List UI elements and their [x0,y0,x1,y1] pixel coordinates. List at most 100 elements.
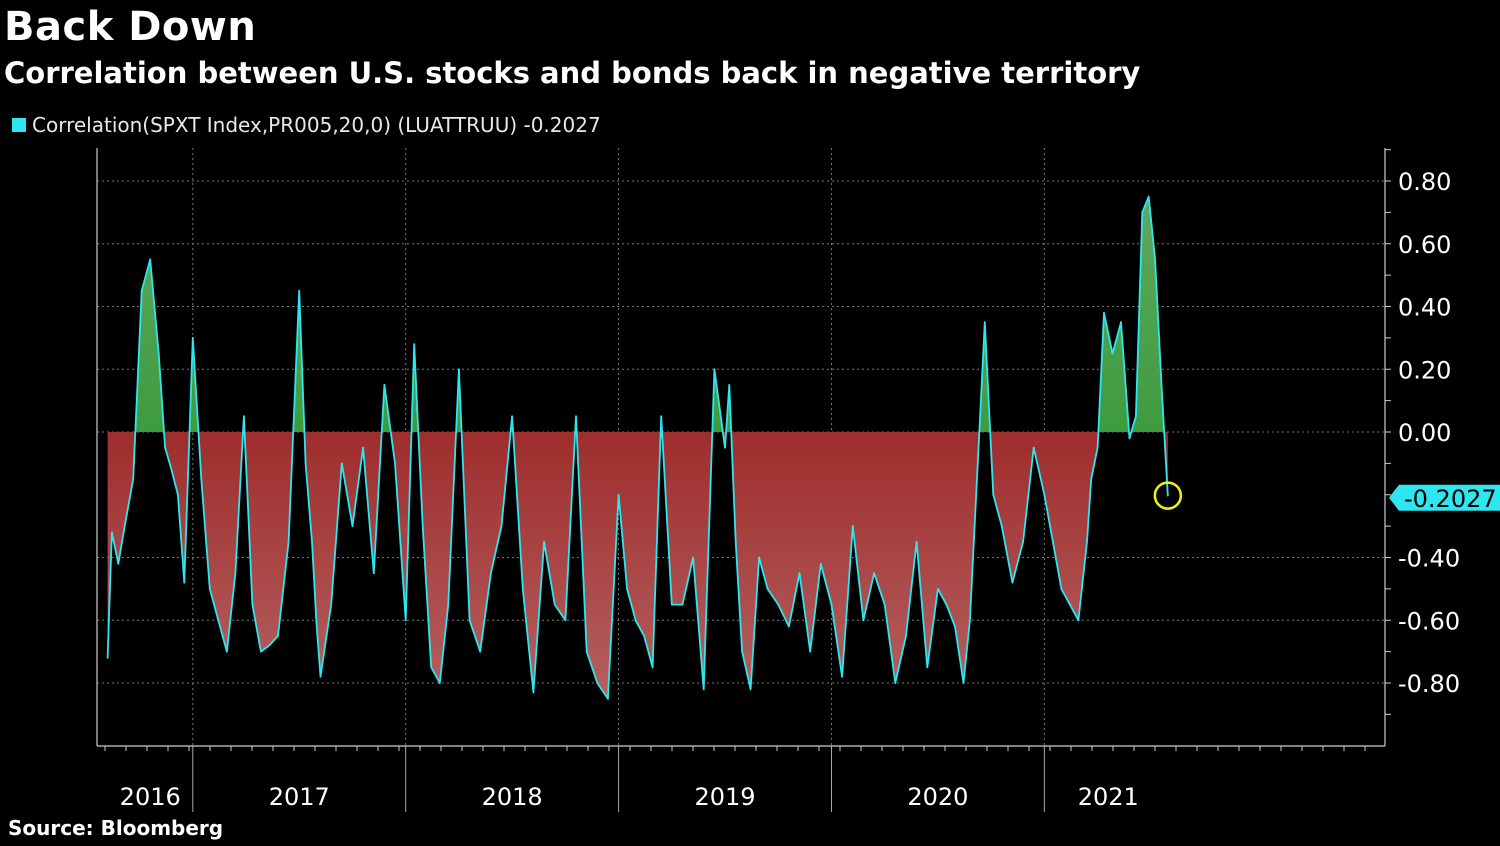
data-point [926,666,929,669]
data-point [905,635,907,637]
data-point [564,619,567,622]
data-point [1120,321,1122,324]
data-point [1147,195,1150,198]
data-point [298,289,301,292]
data-point [777,603,780,606]
data-point [225,650,228,653]
data-point [362,446,365,449]
data-point [123,525,126,528]
last-value-label: -0.2027 [1404,485,1497,513]
data-point [692,556,694,559]
data-point [176,493,179,496]
data-point [643,635,646,637]
data-point [430,666,433,669]
x-tick-label: 2019 [694,783,755,811]
data-point [319,675,322,678]
data-point [1096,446,1099,449]
data-point [728,384,731,386]
data-point [234,572,237,575]
data-point [315,619,318,622]
data-point [617,493,620,496]
data-point [968,619,971,622]
data-point [585,650,588,653]
data-point [670,603,673,606]
data-point [945,603,948,606]
data-point [1077,619,1080,622]
data-point [421,525,424,528]
data-point [1090,478,1093,480]
data-point [681,603,684,606]
data-point [532,691,535,694]
y-tick-label: 0.80 [1398,168,1451,196]
data-point [596,682,599,684]
data-point [117,562,120,565]
data-point [200,478,203,480]
data-point [1154,258,1156,261]
data-point [741,650,743,653]
data-point [1160,384,1163,386]
data-point [1032,446,1035,449]
data-point [438,682,441,684]
data-point [1043,493,1046,496]
data-point [1135,415,1137,418]
data-point [975,493,978,496]
data-point [575,415,577,418]
data-point [1069,603,1071,606]
data-point [1103,311,1105,314]
data-point [992,493,995,496]
y-tick-label: -0.40 [1398,545,1460,573]
x-tick-label: 2016 [120,783,181,811]
data-point [351,525,354,528]
data-point [140,289,143,292]
data-point [873,572,875,575]
data-point [132,478,135,480]
data-point [809,650,812,653]
data-point [330,603,333,606]
data-point [170,468,173,471]
legend: Correlation(SPXT Index,PR005,20,0) (LUAT… [12,113,601,137]
data-point [962,682,965,684]
data-point [521,587,524,590]
data-point [500,525,503,528]
data-point [1022,540,1024,543]
data-point [702,688,705,691]
data-point [851,525,854,528]
data-point [164,446,167,449]
data-point [383,384,386,386]
data-point [149,258,152,261]
data-point [447,603,450,606]
y-tick-label: 0.00 [1398,419,1451,447]
data-point [458,368,460,371]
data-point [553,603,556,606]
data-point [183,581,186,584]
data-point [713,368,716,371]
chart-subtitle: Correlation between U.S. stocks and bond… [4,56,1141,90]
last-value-marker [1153,481,1183,510]
x-tick-label: 2017 [269,783,330,811]
data-point [1166,494,1169,497]
data-point [626,587,629,590]
data-point [607,697,609,700]
data-point [830,603,833,606]
data-point [372,572,375,575]
data-point [798,572,801,575]
y-tick-label: 0.40 [1398,294,1451,322]
data-point [883,603,886,606]
data-point [413,343,416,346]
data-point [1086,540,1088,543]
last-value-callout [1389,484,1500,511]
data-point [983,321,986,324]
data-point [734,540,737,543]
legend-label: Correlation(SPXT Index,PR005,20,0) (LUAT… [32,113,601,137]
data-point [191,336,194,339]
data-point [479,650,482,653]
data-point [862,619,865,622]
data-point [511,415,514,418]
legend-swatch [12,118,26,132]
data-point [287,540,290,543]
data-point [758,556,760,559]
data-point [1141,211,1144,214]
data-point [208,587,211,590]
y-tick-label: -0.80 [1398,670,1460,698]
